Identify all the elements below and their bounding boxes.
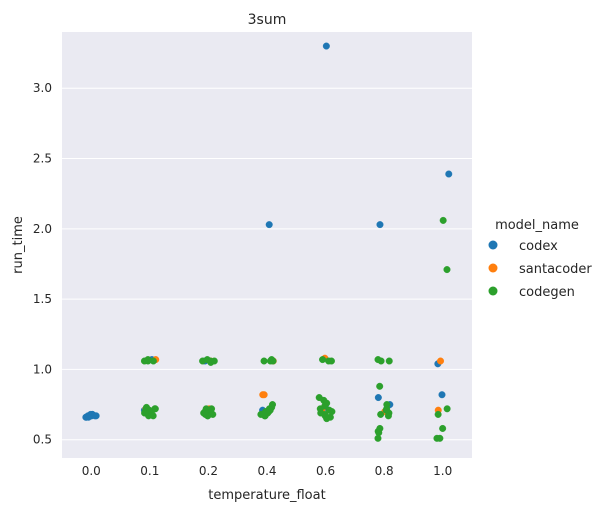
point-codegen <box>260 357 268 365</box>
y-tick-label: 1.0 <box>33 362 52 376</box>
y-tick-label: 0.5 <box>33 433 52 447</box>
point-codegen <box>325 406 333 414</box>
x-tick-label: 0.8 <box>375 464 394 478</box>
grid-lines <box>62 87 472 441</box>
point-codegen <box>434 410 442 418</box>
point-codegen <box>140 357 148 365</box>
point-codex <box>438 391 446 399</box>
legend-marker-santacoder <box>488 263 498 273</box>
point-codegen <box>443 266 451 274</box>
y-tick-label: 1.5 <box>33 292 52 306</box>
point-codegen <box>317 409 325 417</box>
legend-label-codex: codex <box>519 239 558 254</box>
x-tick-label: 0.6 <box>316 464 335 478</box>
point-codegen <box>200 409 208 417</box>
point-codex <box>91 412 99 420</box>
y-tick-labels: 0.5 1.0 1.5 2.0 2.5 3.0 <box>33 81 52 446</box>
point-codegen <box>327 357 335 365</box>
point-codex <box>85 413 93 421</box>
legend-marker-codegen <box>488 286 498 296</box>
x-tick-labels: 0.0 0.1 0.2 0.4 0.6 0.8 1.0 <box>82 464 453 478</box>
point-codegen <box>385 357 393 365</box>
x-tick-label: 0.2 <box>199 464 218 478</box>
point-codex <box>265 221 273 229</box>
y-tick-label: 3.0 <box>33 81 52 95</box>
legend-label-santacoder: santacoder <box>519 262 592 277</box>
point-santacoder <box>259 391 267 399</box>
legend: model_name codex santacoder codegen <box>488 218 592 300</box>
point-codegen <box>208 405 216 413</box>
point-codegen <box>376 382 384 390</box>
point-codex <box>376 221 384 229</box>
point-codegen <box>141 409 149 417</box>
point-codegen <box>374 434 382 442</box>
y-axis-label: run_time <box>11 216 26 274</box>
x-tick-label: 0.1 <box>140 464 159 478</box>
point-codegen <box>269 357 277 365</box>
y-tick-label: 2.5 <box>33 152 52 166</box>
legend-label-codegen: codegen <box>519 285 575 300</box>
data-points <box>82 42 453 442</box>
point-codegen <box>374 356 382 364</box>
point-codegen <box>384 412 392 420</box>
point-codegen <box>210 357 218 365</box>
point-santacoder <box>437 357 445 365</box>
legend-title: model_name <box>495 218 579 233</box>
chart-title: 3sum <box>248 12 287 28</box>
point-codegen <box>265 405 273 413</box>
plot-background <box>62 32 472 458</box>
point-codegen <box>436 434 444 442</box>
point-codegen <box>377 410 385 418</box>
point-codegen <box>443 405 451 413</box>
point-codex <box>374 394 382 402</box>
x-tick-label: 0.4 <box>257 464 276 478</box>
x-axis-label: temperature_float <box>208 488 325 503</box>
point-codegen <box>319 356 327 364</box>
y-tick-label: 2.0 <box>33 222 52 236</box>
x-tick-label: 1.0 <box>433 464 452 478</box>
legend-marker-codex <box>488 240 498 250</box>
point-codegen <box>439 424 447 432</box>
point-codex <box>445 170 453 178</box>
point-codegen <box>439 216 447 224</box>
point-codex <box>322 42 330 50</box>
x-tick-label: 0.0 <box>82 464 101 478</box>
